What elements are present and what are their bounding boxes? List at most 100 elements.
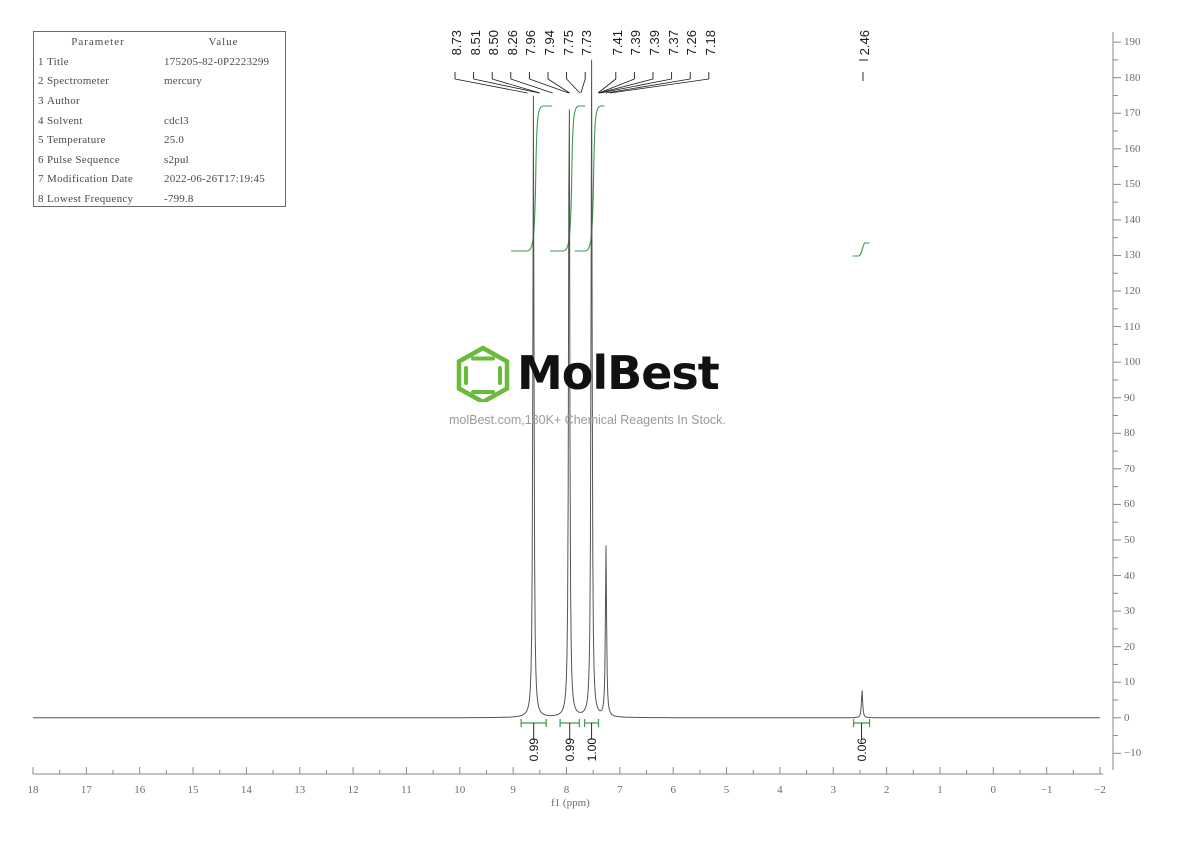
x-axis-tick-label: −1 — [1040, 784, 1053, 796]
parameter-index: 3 — [38, 94, 44, 107]
parameter-row: 8 Lowest Frequency -799.8 — [34, 189, 285, 209]
y-axis-tick-label: 130 — [1124, 249, 1141, 262]
spectrum-trace — [33, 59, 1100, 719]
column-header-parameter: Parameter — [71, 36, 125, 48]
hexagon-icon — [456, 345, 510, 402]
integral-value-label: 1.00 — [584, 738, 599, 762]
x-axis-tick-label: 17 — [80, 784, 92, 796]
x-axis-tick-label: 9 — [510, 784, 516, 796]
plot-axes — [32, 32, 1121, 775]
x-axis-tick-label: 8 — [563, 784, 570, 796]
x-axis-tick-label: 2 — [883, 784, 890, 796]
parameter-index: 7 — [38, 173, 44, 186]
parameter-value: cdcl3 — [164, 114, 189, 127]
x-axis-tick-label: 13 — [294, 784, 306, 796]
x-axis-tick-label: 12 — [347, 784, 359, 796]
parameter-value: 175205-82-0P2223299 — [164, 55, 270, 68]
molbest-logo: MolBest — [452, 344, 720, 402]
integral-curves — [511, 105, 870, 257]
y-axis-tick-label: 120 — [1124, 285, 1141, 298]
x-axis-title: f1 (ppm) — [551, 797, 590, 809]
x-axis-tick-label: 15 — [187, 784, 199, 796]
y-axis-tick-label: 170 — [1124, 107, 1141, 120]
x-axis-tick-label: 7 — [617, 784, 623, 796]
y-axis-tick-label: 70 — [1124, 462, 1135, 475]
parameter-name: Lowest Frequency — [47, 192, 134, 205]
peak-label: 7.18 — [702, 30, 718, 56]
parameter-table-header: Parameter Value — [34, 32, 285, 52]
parameter-row: 7 Modification Date 2022-06-26T17:19:45 — [34, 170, 285, 190]
parameter-name: Spectrometer — [47, 75, 110, 88]
parameter-value: 25.0 — [164, 134, 185, 147]
y-axis-tick-label: 150 — [1124, 178, 1141, 191]
peak-label: 7.94 — [542, 30, 557, 56]
parameter-name: Title — [47, 55, 69, 68]
y-axis-tick-label: 40 — [1124, 569, 1135, 582]
molbest-wordmark: MolBest — [517, 346, 720, 400]
y-axis-tick-label: 110 — [1124, 320, 1141, 333]
parameter-row: 2 Spectrometer mercury — [34, 72, 285, 92]
parameter-index: 2 — [38, 75, 44, 88]
y-axis-tick-label: 20 — [1124, 640, 1135, 653]
parameter-name: Modification Date — [47, 173, 134, 186]
y-axis-tick-label: 30 — [1124, 605, 1135, 618]
peak-label: 8.50 — [486, 30, 502, 56]
integral-brackets — [520, 719, 871, 739]
parameter-table: Parameter Value 1 Title 175205-82-0P222329… — [33, 31, 286, 207]
x-axis-tick-label: 14 — [240, 784, 252, 796]
peak-label: 7.96 — [523, 30, 539, 56]
x-axis-tick-label: 10 — [454, 784, 466, 796]
parameter-row: 4 Solvent cdcl3 — [34, 111, 285, 131]
x-axis-tick-label: 4 — [777, 784, 783, 796]
parameter-index: 4 — [38, 114, 44, 127]
parameter-value: mercury — [164, 75, 203, 88]
peak-label-leader-lines — [454, 59, 868, 94]
x-axis-tick-label: 18 — [27, 784, 39, 796]
parameter-index: 8 — [38, 192, 44, 205]
peak-label: 7.75 — [560, 30, 576, 56]
integral-value-label: 0.99 — [526, 738, 541, 762]
parameter-row: 6 Pulse Sequence s2pul — [34, 150, 285, 170]
y-axis-tick-label: 50 — [1124, 533, 1135, 546]
peak-label: 7.39 — [628, 30, 644, 56]
y-axis-tick-label: 80 — [1124, 427, 1135, 440]
peak-label: 8.51 — [467, 30, 483, 56]
x-axis-tick-label: 5 — [723, 784, 730, 796]
x-axis-tick-label: 16 — [134, 784, 146, 796]
parameter-name: Solvent — [47, 114, 83, 127]
peak-label: 7.41 — [609, 30, 625, 56]
parameter-value: -799.8 — [164, 192, 194, 205]
parameter-table-body: 1 Title 175205-82-0P2223299 2 Spectrometer me… — [34, 52, 285, 209]
x-axis-tick-label: −2 — [1094, 784, 1106, 796]
x-axis-tick-label: 11 — [401, 784, 412, 796]
x-axis-tick-label: 1 — [937, 784, 943, 796]
parameter-index: 1 — [38, 55, 44, 68]
peak-label: 8.73 — [449, 30, 464, 56]
parameter-value: s2pul — [164, 153, 189, 166]
parameter-index: 5 — [38, 134, 44, 147]
peak-label: 7.73 — [579, 30, 595, 56]
parameter-row: 3 Author — [34, 91, 285, 111]
y-axis-tick-label: 60 — [1124, 498, 1135, 511]
peak-label: 8.26 — [504, 30, 520, 56]
peak-label: 7.26 — [684, 30, 700, 56]
x-axis-tick-label: 0 — [990, 784, 997, 796]
y-axis-tick-label: 10 — [1124, 676, 1135, 689]
y-axis-tick-label: 90 — [1124, 391, 1135, 404]
peak-label: 2.46 — [857, 30, 872, 56]
peak-label: 7.39 — [647, 30, 662, 56]
molbest-tagline: molBest.com,180K+ Chemical Reagents In S… — [449, 413, 726, 427]
x-axis-tick-label: 6 — [670, 784, 676, 796]
x-axis-tick-label: 3 — [830, 784, 837, 796]
y-axis-tick-label: 100 — [1124, 356, 1141, 369]
parameter-value: 2022-06-26T17:19:45 — [164, 173, 265, 186]
parameter-row: 1 Title 175205-82-0P2223299 — [34, 52, 285, 72]
y-axis-tick-label: −10 — [1124, 747, 1142, 760]
integral-value-label: 0.99 — [562, 738, 577, 762]
parameter-name: Pulse Sequence — [47, 153, 120, 166]
parameter-name: Temperature — [47, 134, 106, 147]
y-axis-tick-label: 140 — [1124, 213, 1141, 226]
integral-value-label: 0.06 — [854, 738, 869, 762]
parameter-name: Author — [47, 94, 80, 107]
